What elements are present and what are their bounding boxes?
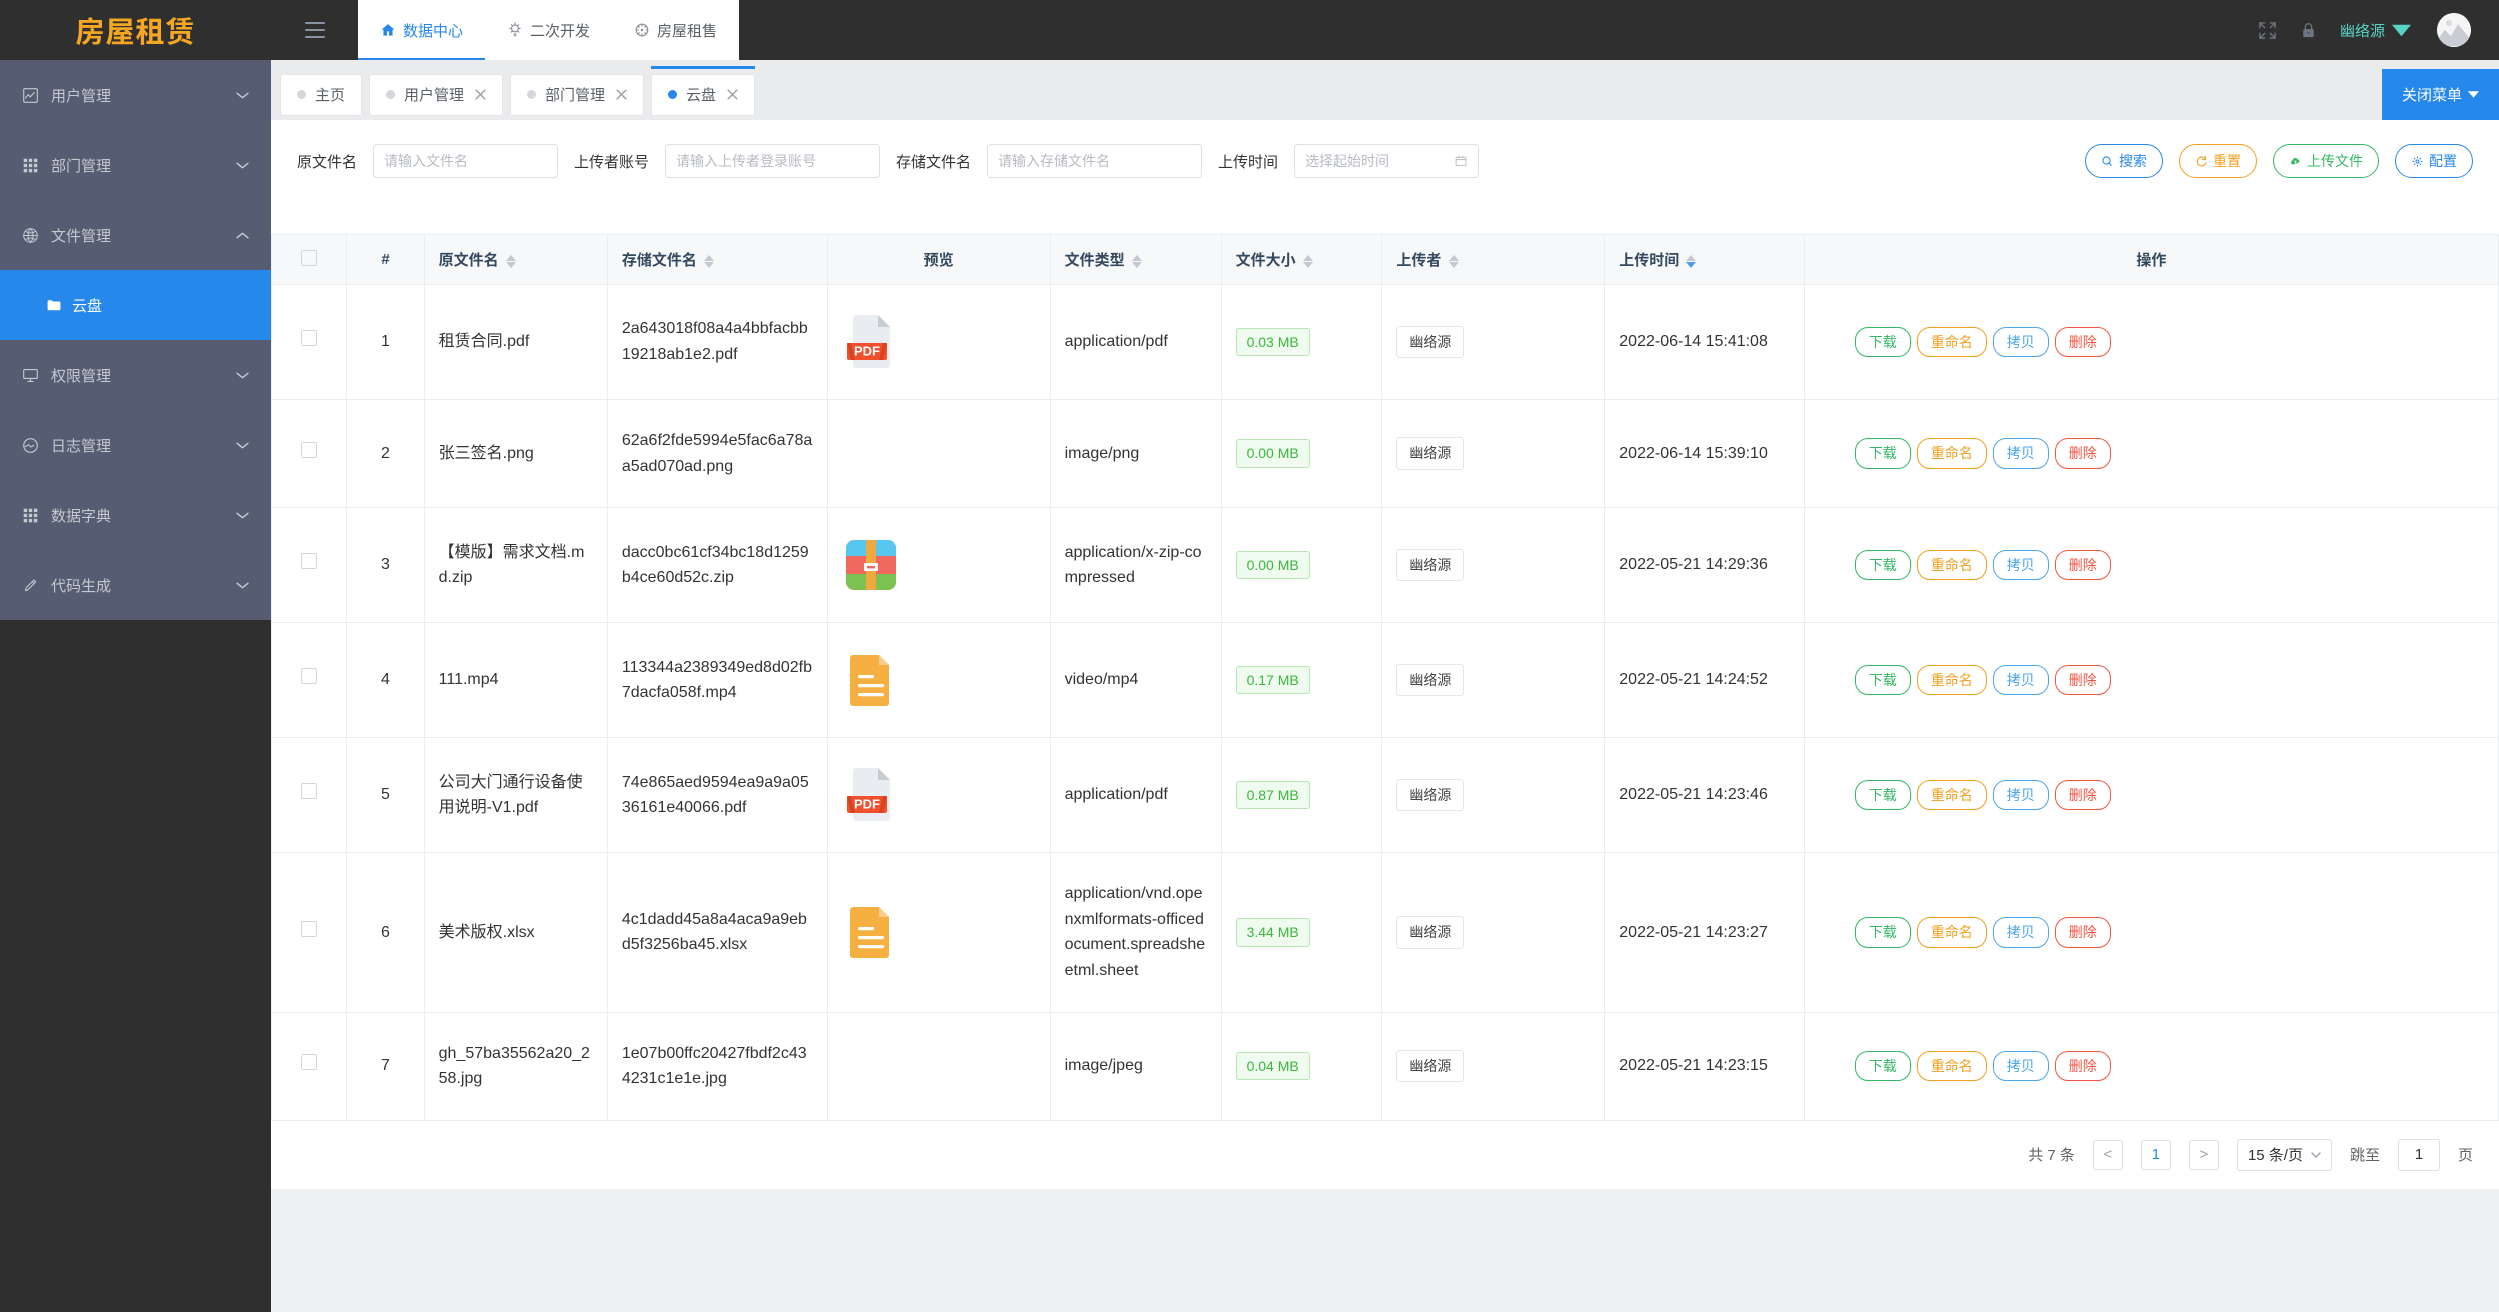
svg-text:PDF: PDF bbox=[854, 344, 880, 359]
svg-text:PDF: PDF bbox=[854, 797, 880, 812]
